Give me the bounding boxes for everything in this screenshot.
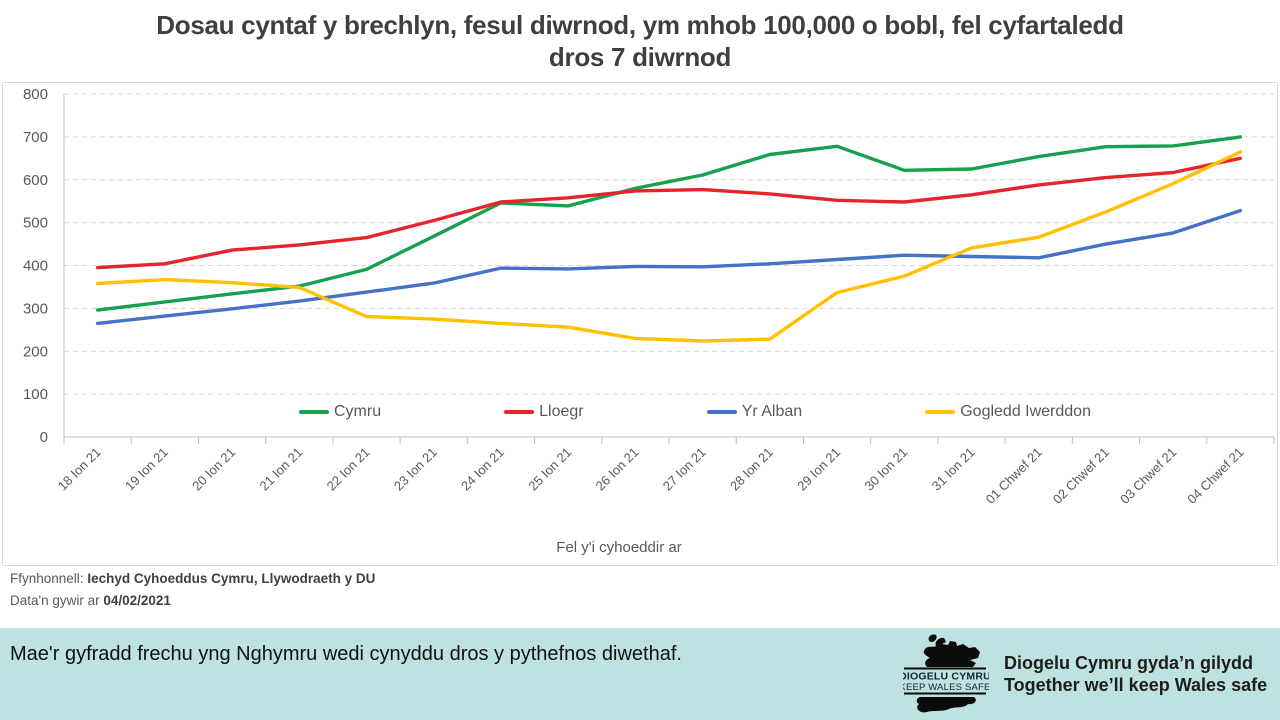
wales-map-north xyxy=(923,634,980,667)
x-axis-tick-label: 26 Ion 21 xyxy=(593,445,642,494)
y-axis-tick-label: 500 xyxy=(23,215,48,232)
accuracy-label: Data'n gywir ar xyxy=(10,593,100,608)
x-axis-tick-label: 02 Chwef 21 xyxy=(1050,445,1112,507)
logo-band-top-line xyxy=(904,667,986,670)
legend-item-lloegr: Lloegr xyxy=(504,403,584,421)
chart-legend: Cymru Lloegr Yr Alban Gogledd Iwerddon xyxy=(299,403,1091,421)
y-axis-tick-label: 100 xyxy=(23,386,48,403)
x-axis-tick-label: 30 Ion 21 xyxy=(861,445,910,494)
x-axis-tick-label: 04 Chwef 21 xyxy=(1184,445,1246,507)
logo-wordmark-english: KEEP WALES SAFE xyxy=(903,682,989,693)
x-axis-tick-label: 19 Ion 21 xyxy=(122,445,171,494)
legend-label: Lloegr xyxy=(539,403,584,420)
x-axis-tick-label: 01 Chwef 21 xyxy=(983,445,1045,507)
legend-item-gogledd-iwerddon: Gogledd Iwerddon xyxy=(925,403,1091,421)
x-axis-tick-label: 28 Ion 21 xyxy=(727,445,776,494)
line-chart: 0 100 200 300 400 500 600 700 800 18 Ion 21 19 Ion… xyxy=(23,86,1275,507)
y-axis-tick-label: 200 xyxy=(23,343,48,360)
chart-title-line1: Dosau cyntaf y brechlyn, fesul diwrnod, … xyxy=(156,10,1124,40)
legend-item-cymru: Cymru xyxy=(299,403,381,421)
wales-map-south xyxy=(916,697,976,713)
keep-wales-safe-logo: DIOGELU CYMRU KEEP WALES SAFE xyxy=(903,634,989,713)
chart-area: 0 100 200 300 400 500 600 700 800 18 Ion 21 19 Ion… xyxy=(2,82,1278,566)
banner-brand: DIOGELU CYMRU KEEP WALES SAFE Diogelu Cy… xyxy=(903,630,1267,718)
legend-swatch-yr-alban xyxy=(706,410,737,414)
x-axis-tick-label: 21 Ion 21 xyxy=(256,445,305,494)
series-line-gogledd-iwerddon xyxy=(95,150,1243,343)
y-axis-tick-label: 800 xyxy=(23,86,48,103)
accuracy-date: 04/02/2021 xyxy=(103,593,171,608)
x-axis-tick-label: 23 Ion 21 xyxy=(391,445,440,494)
slogan-english: Together we’ll keep Wales safe xyxy=(1004,675,1268,695)
legend-item-yr-alban: Yr Alban xyxy=(706,403,803,421)
source-block: Ffynhonnell: Iechyd Cyhoeddus Cymru, Lly… xyxy=(10,568,375,612)
data-accuracy-line: Data'n gywir ar 04/02/2021 xyxy=(10,590,375,612)
series-line-yr-alban xyxy=(95,208,1243,326)
x-axis-tick-label: 20 Ion 21 xyxy=(189,445,238,494)
legend-swatch-cymru xyxy=(299,410,329,414)
chart-title: Dosau cyntaf y brechlyn, fesul diwrnod, … xyxy=(0,9,1280,73)
y-axis-tick-label: 0 xyxy=(40,429,48,446)
brand-slogan: Diogelu Cymru gyda’n gilydd Together we’… xyxy=(1004,652,1267,696)
y-axis-tick-label: 600 xyxy=(23,172,48,189)
legend-swatch-gogledd-iwerddon xyxy=(925,410,956,414)
x-axis-tick-label: 29 Ion 21 xyxy=(794,445,843,494)
x-axis-tick-label: 25 Ion 21 xyxy=(525,445,574,494)
legend-label: Cymru xyxy=(334,403,382,420)
chart-title-line2: dros 7 diwrnod xyxy=(548,42,732,72)
y-axis-tick-label: 300 xyxy=(23,300,48,317)
y-axis-tick-label: 700 xyxy=(23,129,48,146)
x-axis-tick-label: 31 Ion 21 xyxy=(929,445,978,494)
source-label: Ffynhonnell: xyxy=(10,571,84,586)
source-value: Iechyd Cyhoeddus Cymru, Llywodraeth y DU xyxy=(87,571,376,586)
x-axis-title: Fel y'i cyhoeddir ar xyxy=(556,539,682,556)
legend-swatch-lloegr xyxy=(504,410,535,414)
banner-message: Mae'r gyfradd frechu yng Nghymru wedi cy… xyxy=(10,643,682,665)
x-axis-tick-label: 03 Chwef 21 xyxy=(1117,445,1179,507)
logo-band-bottom-line xyxy=(904,692,986,695)
slogan-welsh: Diogelu Cymru gyda’n gilydd xyxy=(1004,653,1254,673)
x-axis-tick-label: 22 Ion 21 xyxy=(324,445,373,494)
source-line: Ffynhonnell: Iechyd Cyhoeddus Cymru, Lly… xyxy=(10,568,375,590)
y-axis-tick-label: 400 xyxy=(23,258,48,275)
x-axis-tick-label: 27 Ion 21 xyxy=(660,445,709,494)
legend-label: Gogledd Iwerddon xyxy=(960,403,1091,420)
footer-banner: Mae'r gyfradd frechu yng Nghymru wedi cy… xyxy=(0,628,1280,720)
x-axis-tick-label: 18 Ion 21 xyxy=(55,445,104,494)
series-line-lloegr xyxy=(95,156,1243,270)
x-axis-tick-label: 24 Ion 21 xyxy=(458,445,507,494)
legend-label: Yr Alban xyxy=(741,403,803,420)
logo-wordmark-welsh: DIOGELU CYMRU xyxy=(903,671,989,683)
